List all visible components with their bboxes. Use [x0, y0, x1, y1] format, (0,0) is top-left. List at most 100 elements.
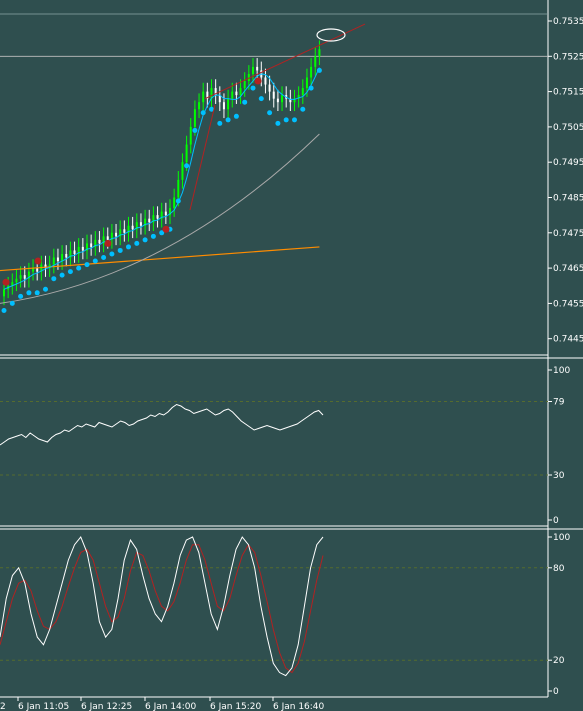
trendline-left — [189, 104, 216, 211]
psar-dot — [192, 127, 198, 133]
price-tick-label: 0.7485 — [553, 194, 583, 204]
candle-body — [185, 144, 188, 163]
rsi-tick-label: 0 — [553, 516, 559, 526]
candle-body — [227, 98, 230, 110]
candle-body — [198, 102, 201, 110]
signal-dot — [254, 77, 262, 85]
signal-dot — [34, 257, 42, 265]
candle-body — [247, 73, 250, 82]
stoch-tick-label: 100 — [553, 533, 570, 543]
price-tick-label: 0.7515 — [553, 88, 583, 98]
price-tick-label: 0.7475 — [553, 229, 583, 239]
candle-body — [52, 257, 55, 265]
candle-body — [23, 275, 26, 279]
rsi-tick-label: 30 — [553, 471, 565, 481]
candle-body — [123, 229, 126, 233]
psar-dot — [101, 255, 107, 261]
candle-body — [272, 91, 275, 99]
price-tick-label: 0.7445 — [553, 335, 583, 345]
candle-body — [235, 91, 238, 96]
psar-dot — [109, 251, 115, 257]
psar-dot — [43, 286, 48, 292]
candle-body — [139, 222, 142, 226]
psar-dot — [26, 290, 32, 296]
signal-dot — [162, 225, 170, 233]
candle-body — [206, 91, 209, 99]
candle-body — [44, 264, 47, 269]
candle-body — [177, 179, 180, 198]
stoch-main-line — [0, 536, 324, 677]
psar-dot — [275, 120, 281, 126]
time-tick-label: 6 Jan 15:20 — [210, 702, 262, 711]
psar-dot — [18, 293, 24, 299]
ma-slow-line — [0, 246, 320, 272]
trendline — [204, 23, 366, 100]
psar-dot — [76, 265, 82, 271]
psar-dot — [267, 110, 273, 116]
candle-body — [252, 66, 254, 74]
candle-body — [81, 246, 84, 251]
psar-dot — [159, 230, 165, 236]
candle-body — [152, 215, 155, 223]
psar-dot — [292, 117, 297, 123]
candle-body — [164, 211, 167, 216]
candle-body — [293, 98, 296, 103]
candle-body — [305, 77, 308, 89]
psar-dot — [225, 117, 231, 123]
psar-dot — [92, 258, 98, 264]
candle-body — [90, 243, 93, 247]
candle-body — [281, 95, 284, 103]
candle-body — [189, 126, 192, 145]
candle-body — [69, 250, 72, 258]
psar-dot — [150, 233, 156, 239]
psar-dot — [67, 269, 73, 275]
rsi-tick-label: 79 — [553, 398, 565, 408]
candle-body — [289, 98, 292, 103]
candle-body — [181, 162, 184, 180]
candle-body — [169, 208, 171, 216]
psar-dot — [283, 117, 289, 123]
price-tick-label: 0.7495 — [553, 158, 583, 168]
candle-body — [11, 282, 14, 286]
candle-body — [268, 84, 271, 92]
psar-dot — [316, 67, 322, 73]
time-tick-label-cut: 2 — [0, 702, 6, 711]
candle-body — [94, 239, 97, 247]
psar-dot — [209, 106, 214, 112]
candle-body — [115, 232, 118, 237]
stoch-signal-line — [0, 543, 324, 674]
candle-body — [131, 225, 134, 230]
candle-body — [127, 225, 130, 233]
psar-dot — [84, 262, 90, 268]
psar-dot — [117, 247, 123, 253]
stoch-tick-label: 0 — [553, 687, 559, 697]
psar-dot — [34, 290, 40, 296]
psar-dot — [51, 276, 57, 282]
candle-body — [73, 250, 76, 254]
price-tick-label: 0.7535 — [553, 17, 583, 27]
stoch-tick-label: 20 — [553, 656, 565, 666]
psar-dot — [126, 244, 131, 250]
candle-body — [214, 88, 217, 96]
candle-body — [102, 236, 105, 244]
candle-body — [202, 91, 205, 103]
candle-body — [56, 257, 59, 262]
candle-body — [61, 253, 64, 262]
time-tick-label: 6 Jan 16:40 — [273, 702, 325, 711]
ma-mid-line — [0, 133, 320, 304]
stoch-tick-label: 80 — [553, 564, 565, 574]
candle-body — [239, 88, 242, 96]
psar-dot — [134, 240, 140, 246]
candle-body — [301, 88, 304, 96]
candle-body — [98, 239, 101, 244]
candle-body — [160, 211, 163, 219]
price-tick-label: 0.7525 — [553, 52, 583, 62]
psar-dot — [175, 198, 181, 204]
time-tick-label: 6 Jan 12:25 — [81, 702, 132, 711]
candle-body — [314, 56, 317, 67]
candle-body — [19, 275, 22, 279]
candle-body — [27, 271, 30, 279]
psar-dot — [217, 120, 223, 126]
candle-body — [32, 268, 35, 272]
candle-body — [318, 49, 321, 57]
